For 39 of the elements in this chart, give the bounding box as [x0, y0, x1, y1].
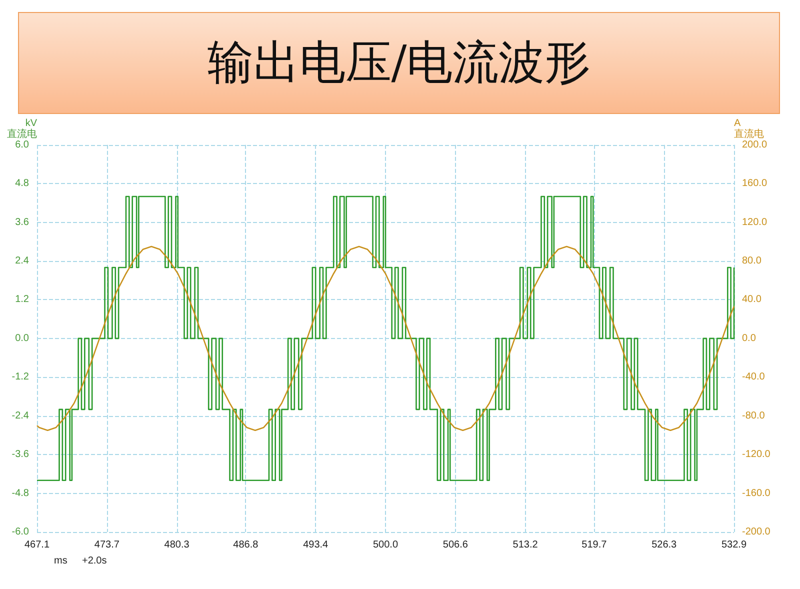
text: +2.0s [82, 556, 107, 566]
x-tick-label: 506.6 [442, 540, 468, 550]
y-tick-label: 3.6 [15, 216, 30, 228]
y-tick-label: 4.8 [15, 178, 30, 190]
y2-tick-label: -200.0 [742, 526, 771, 538]
line-series [36, 246, 735, 432]
x-tick-label: 467.1 [24, 540, 50, 550]
y2-tick-label: 80.0 [742, 256, 762, 267]
y2-tick-label: -120.0 [742, 449, 771, 460]
y2-tick-label: 200.0 [742, 139, 768, 150]
y2-tick-label: -160.0 [742, 488, 771, 499]
y-axis-title: kV 直流电 [7, 118, 38, 140]
x-tick-label: 513.2 [512, 540, 538, 550]
y-tick-label: 0.0 [15, 332, 30, 344]
chart-title: 输出电压/电流波形 [18, 12, 780, 114]
y2-tick-label: -80.0 [742, 410, 766, 422]
x-tick-label: 500.0 [372, 540, 398, 550]
y2-tick-label: 40.0 [742, 294, 762, 306]
x-tick-label: 532.9 [721, 540, 747, 550]
y2-tick-label: -40.0 [742, 372, 766, 383]
y-tick-label: -2.4 [12, 410, 30, 422]
y-tick-label: 2.4 [15, 256, 30, 267]
y2-tick-label: 0.0 [742, 332, 756, 344]
x-tick-label: 519.7 [582, 540, 608, 550]
y-tick-label: 6.0 [15, 139, 30, 150]
y2-axis-title: A 直流电 [734, 118, 764, 140]
x-tick-label: 473.7 [94, 540, 120, 550]
x-tick-label: 526.3 [652, 540, 678, 550]
x-tick-label: 486.8 [233, 540, 259, 550]
y-tick-label: -4.8 [12, 488, 30, 499]
y2-tick-label: 120.0 [742, 216, 768, 228]
y2-tick-label: 160.0 [742, 178, 768, 190]
x-axis-title: ms [54, 556, 68, 566]
y-tick-label: -6.0 [12, 526, 30, 538]
y-tick-label: -1.2 [12, 372, 30, 383]
x-tick-label: 493.4 [303, 540, 329, 550]
y-tick-label: -3.6 [12, 449, 30, 460]
y-tick-label: 1.2 [15, 294, 30, 306]
x-tick-label: 480.3 [164, 540, 190, 550]
